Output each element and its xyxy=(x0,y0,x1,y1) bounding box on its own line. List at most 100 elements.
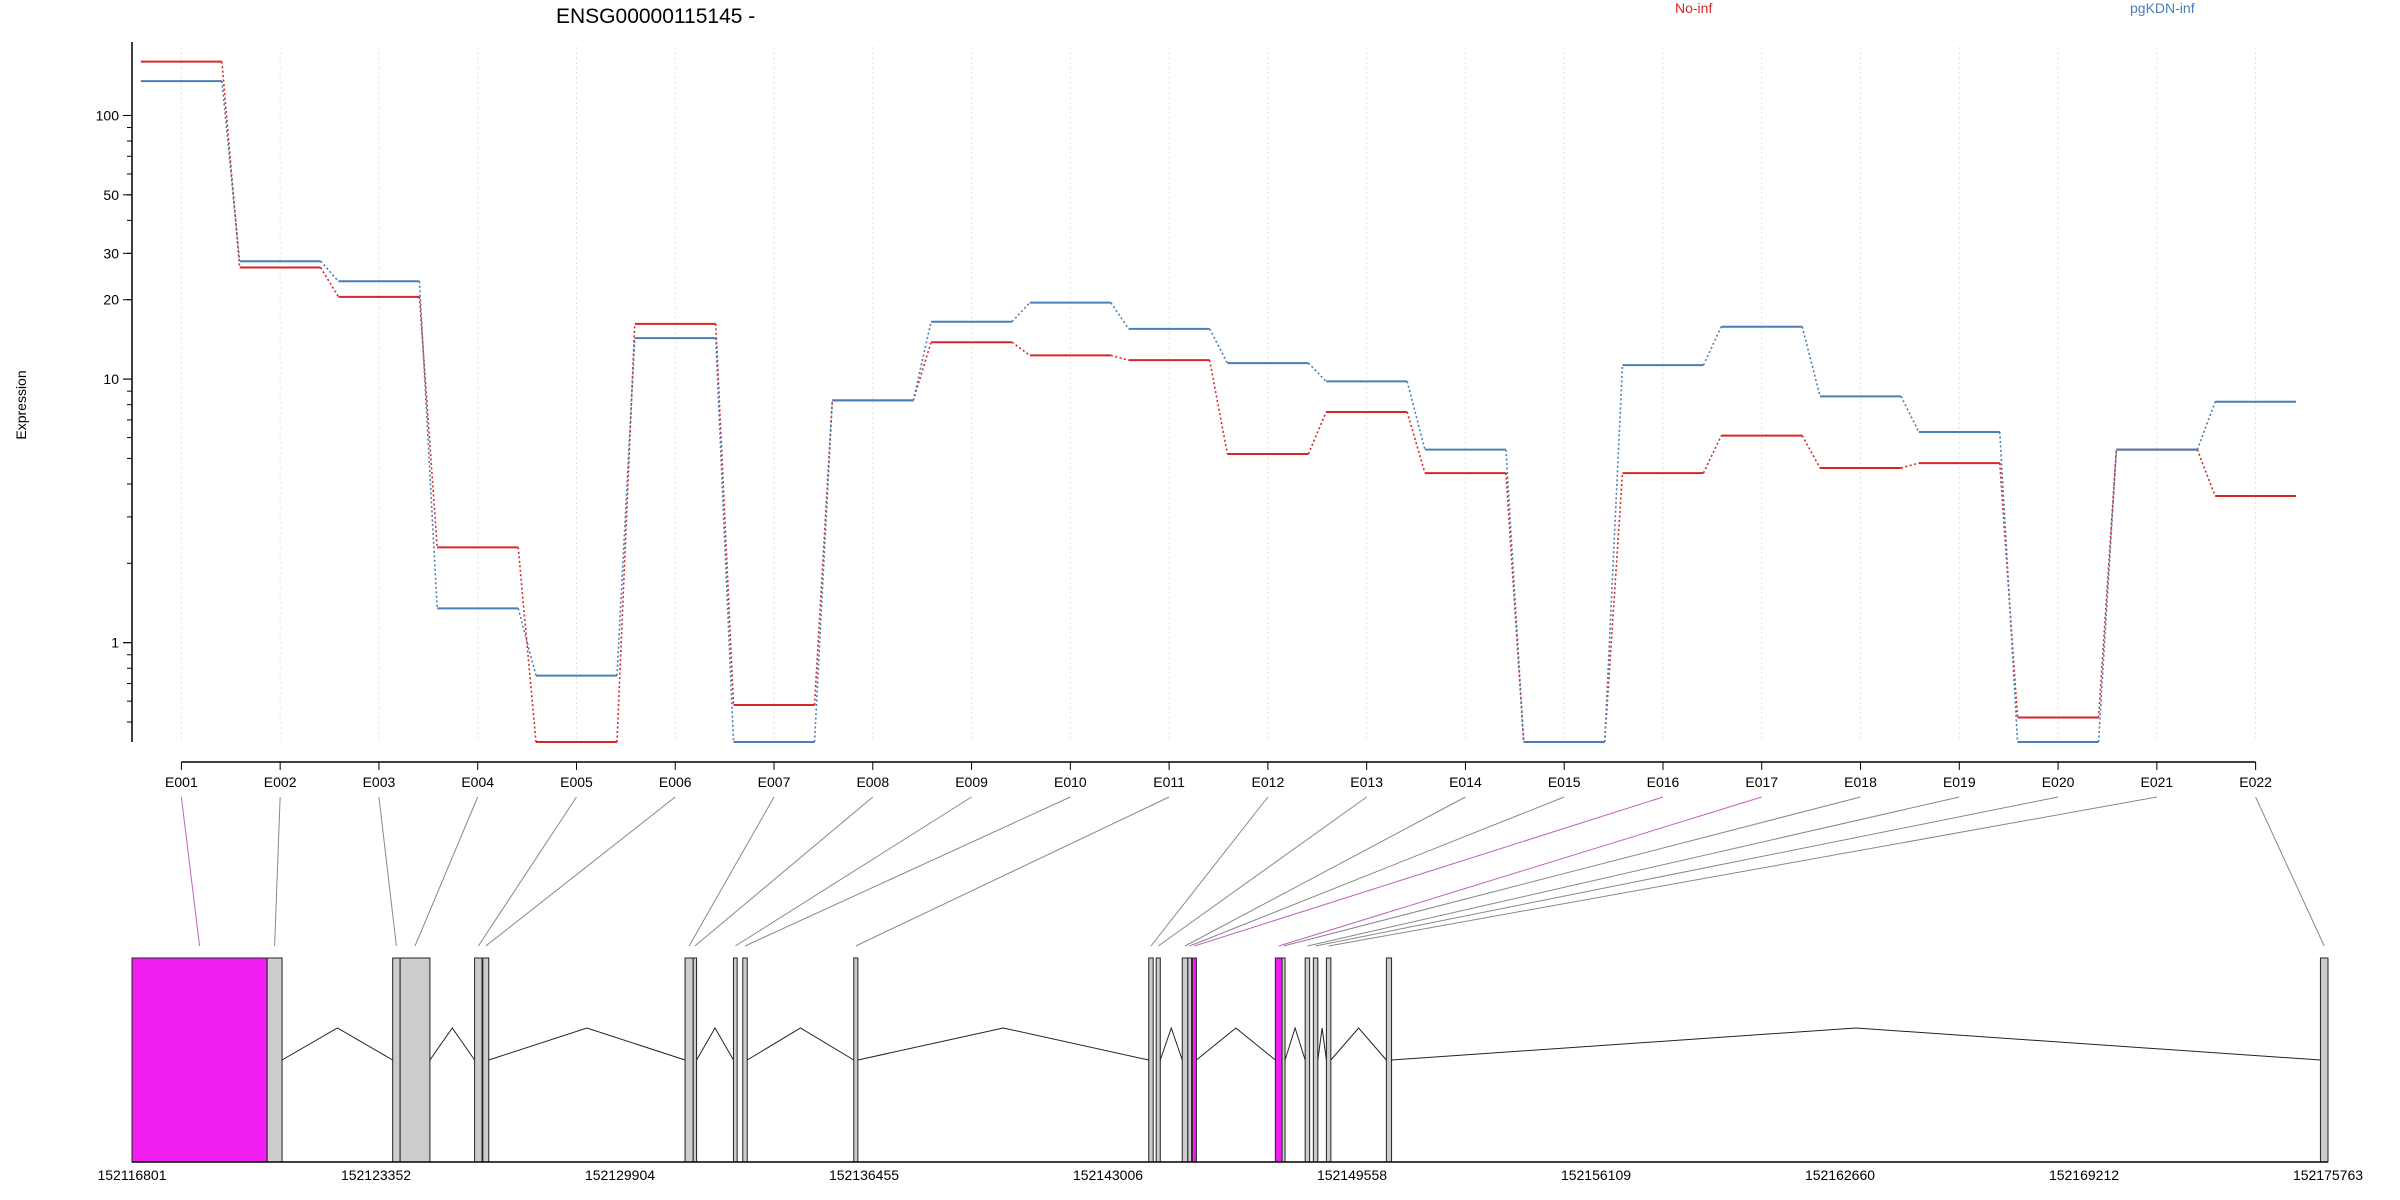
intron-line xyxy=(1284,1026,1306,1061)
intron-line xyxy=(1317,1027,1327,1061)
connector-segment xyxy=(714,338,735,743)
connector-segment xyxy=(319,267,340,298)
connector-segment xyxy=(1406,411,1426,474)
x-axis: E001 E002 E003 E004 E005 E006 E007 E008 E009 E010… xyxy=(165,761,2272,790)
y-axis: 100 50 30 20 10 1 xyxy=(96,42,133,742)
intron-line xyxy=(1391,1027,2321,1061)
coord-tick-label: 152169212 xyxy=(2049,1167,2119,1183)
exon-connector-line xyxy=(735,796,972,947)
connector-segment xyxy=(221,81,241,262)
connector-segment xyxy=(1011,302,1031,323)
exon-connector-line xyxy=(1189,796,1565,947)
exon-box xyxy=(742,957,748,1163)
connector-segment xyxy=(418,296,439,548)
exon-box xyxy=(1181,957,1189,1163)
exon-connector-line xyxy=(1157,796,1367,947)
exon-box xyxy=(399,957,431,1163)
connector-segment xyxy=(1801,326,1821,397)
connector-segment xyxy=(1702,326,1722,366)
connector-segment xyxy=(1505,449,1525,743)
x-tick-label: E008 xyxy=(856,774,889,790)
y-tick-label: 100 xyxy=(96,107,120,123)
exon-box xyxy=(2319,957,2329,1163)
connector-segment xyxy=(1208,328,1229,364)
legend-no-inf: No-inf xyxy=(1675,0,1712,16)
x-tick-label: E013 xyxy=(1350,774,1383,790)
connector-segment xyxy=(1110,302,1130,330)
exon-box xyxy=(131,957,268,1163)
coord-tick-label: 152143006 xyxy=(1073,1167,1143,1183)
connector-segment xyxy=(1900,462,1920,469)
exon-connector-line xyxy=(688,796,775,947)
exon-connector-line xyxy=(1278,796,1762,947)
exon-connector-line xyxy=(414,796,479,947)
x-tick-label: E011 xyxy=(1153,774,1185,790)
connector-segment xyxy=(418,281,439,609)
intron-line xyxy=(1159,1026,1183,1061)
connector-segment xyxy=(2196,401,2216,450)
connector-segment xyxy=(1307,362,1327,382)
exon-box xyxy=(1155,957,1161,1163)
coord-tick-label: 152149558 xyxy=(1317,1167,1387,1183)
series-no-inf xyxy=(140,60,2297,743)
exon-box xyxy=(1191,957,1197,1163)
y-tick-label: 1 xyxy=(111,635,119,651)
exon-box xyxy=(1385,957,1393,1163)
coord-tick-label: 152116801 xyxy=(97,1167,166,1183)
exon-connector-line xyxy=(274,796,281,947)
intron-line xyxy=(488,1027,686,1061)
y-axis-label: Expression xyxy=(13,370,29,439)
y-tick-label: 20 xyxy=(103,292,119,308)
connector-segment xyxy=(1011,341,1031,357)
exon-connector-line xyxy=(1307,796,1960,947)
connector-segment xyxy=(714,323,735,706)
x-tick-label: E018 xyxy=(1844,774,1877,790)
intron-line xyxy=(746,1027,855,1061)
x-tick-label: E016 xyxy=(1647,774,1680,790)
exon-box xyxy=(1281,957,1286,1163)
exon-connector-line xyxy=(378,796,397,947)
intron-line xyxy=(281,1027,393,1061)
exon-box xyxy=(474,957,483,1163)
connector-segment xyxy=(517,547,537,743)
y-tick-label: 50 xyxy=(103,187,119,203)
exon-box xyxy=(392,957,401,1163)
connector-segment xyxy=(2196,449,2216,497)
connector-segment xyxy=(2097,449,2118,743)
intron-line xyxy=(1330,1027,1387,1061)
exon-connector-line xyxy=(180,796,201,947)
series-layer xyxy=(140,60,2297,743)
exon-box xyxy=(1304,957,1311,1163)
x-tick-label: E006 xyxy=(659,774,692,790)
intron-line xyxy=(1196,1027,1276,1061)
exon-connector-line xyxy=(1283,796,1861,947)
x-tick-label: E002 xyxy=(264,774,297,790)
exon-connector-line xyxy=(1328,796,2157,947)
x-tick-label: E007 xyxy=(758,774,791,790)
y-tick-label: 30 xyxy=(103,245,119,261)
exon-box xyxy=(853,957,859,1163)
coord-tick-label: 152156109 xyxy=(1561,1167,1631,1183)
x-tick-label: E010 xyxy=(1054,774,1087,790)
exon-connector-line xyxy=(1315,796,2059,947)
connector-segment xyxy=(813,400,834,743)
coord-tick-label: 152162660 xyxy=(1805,1167,1875,1183)
connector-segment xyxy=(813,400,834,706)
series-pgkdn-inf xyxy=(140,80,2297,743)
exon-connector-line xyxy=(485,796,676,947)
connector-segment xyxy=(1406,381,1426,450)
x-tick-label: E001 xyxy=(165,774,198,790)
x-tick-label: E004 xyxy=(461,774,494,790)
connector-segment xyxy=(1208,359,1229,455)
x-tick-label: E005 xyxy=(560,774,593,790)
coord-tick-label: 152123352 xyxy=(341,1167,411,1183)
x-tick-label: E017 xyxy=(1745,774,1778,790)
connector-segment xyxy=(1801,435,1821,469)
exon-connector-line xyxy=(1150,796,1269,947)
x-tick-label: E015 xyxy=(1548,774,1581,790)
coord-tick-label: 152175763 xyxy=(2293,1167,2363,1183)
exon-connector-line xyxy=(1194,796,1664,947)
exon-box xyxy=(1274,957,1283,1163)
connector-segment xyxy=(1603,473,1624,743)
